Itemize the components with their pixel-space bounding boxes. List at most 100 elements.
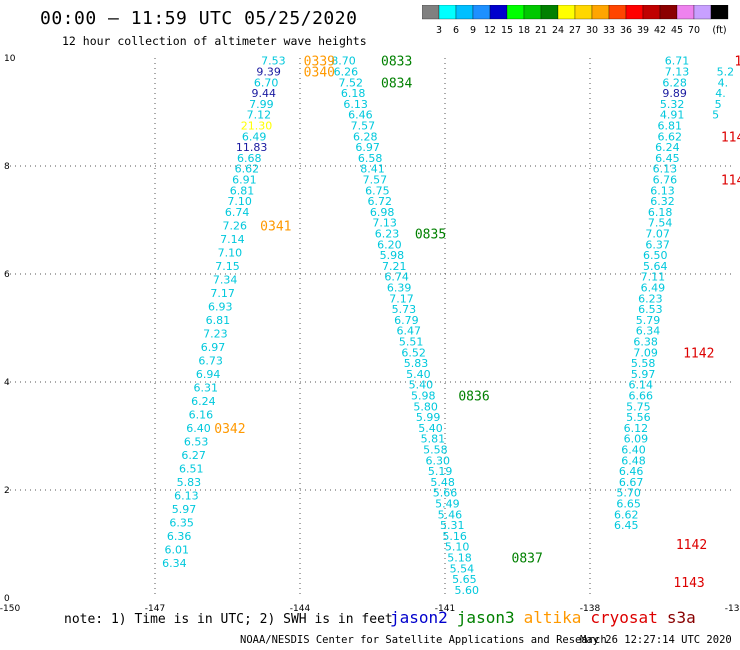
colorbar-level: 15 xyxy=(501,25,513,35)
swh-value-cryosat: 5.75 xyxy=(626,400,651,413)
swh-value-cryosat: 6.71 xyxy=(665,55,690,68)
swh-value-cryosat: 7.13 xyxy=(665,66,690,79)
colorbar-swatch xyxy=(710,5,729,20)
swh-value-cryosat: 6.67 xyxy=(619,476,644,489)
colorbar-level: 30 xyxy=(586,25,598,35)
swh-value-jason3: 5.80 xyxy=(413,400,438,413)
swh-value-jason3: 5.51 xyxy=(399,336,424,349)
time-label: 1142 xyxy=(676,538,707,553)
swh-value-cryosat: 6.62 xyxy=(658,130,683,143)
swh-value-cryosat: 6.18 xyxy=(648,206,673,219)
swh-value-cryosat: 6.09 xyxy=(624,433,649,446)
swh-value-jason3: 6.30 xyxy=(426,454,451,467)
swh-value-jason3: 6.46 xyxy=(348,109,373,122)
swh-value-jason3: 6.75 xyxy=(365,184,390,197)
swh-value-altika: 7.99 xyxy=(249,98,274,111)
swh-value-cryosat: 6.34 xyxy=(636,325,661,338)
swh-value-altika: 6.70 xyxy=(254,76,279,89)
x-tick-label: -138 xyxy=(580,604,601,614)
swh-value-jason3: 5.46 xyxy=(438,508,463,521)
chart-title: 00:00 – 11:59 UTC 05/25/2020 xyxy=(40,8,358,29)
swh-value-cryosat: 4.91 xyxy=(660,109,685,122)
swh-value-altika: 6.24 xyxy=(191,395,216,408)
swh-value-jason3: 5.19 xyxy=(428,465,453,478)
swh-value-altika: 6.94 xyxy=(196,368,221,381)
swh-value-cryosat: 7.09 xyxy=(633,346,658,359)
swh-value-altika: 6.36 xyxy=(167,530,192,543)
y-tick-label: 2 xyxy=(4,486,10,496)
swh-value-cryosat: 6.40 xyxy=(621,444,646,457)
swh-value-altika: 6.93 xyxy=(208,300,233,313)
time-label: 1143 xyxy=(673,576,704,591)
swh-value-edge: 5 xyxy=(715,98,722,111)
swh-value-cryosat: 6.12 xyxy=(624,422,649,435)
swh-value-jason3: 7.13 xyxy=(372,217,397,230)
swh-value-cryosat: 6.48 xyxy=(621,454,646,467)
y-tick-label: 8 xyxy=(4,162,10,172)
swh-value-altika: 7.17 xyxy=(210,287,235,300)
swh-value-edge: 5 xyxy=(712,109,719,122)
swh-value-altika: 21.30 xyxy=(241,120,273,133)
swh-value-jason3: 5.40 xyxy=(418,422,443,435)
swh-value-jason3: 6.39 xyxy=(387,282,412,295)
swh-value-jason3: 7.21 xyxy=(382,260,407,273)
swh-value-jason3: 5.66 xyxy=(433,487,458,500)
colorbar-level: 33 xyxy=(603,25,615,35)
time-label: 114 xyxy=(721,174,740,189)
time-label: 0339 xyxy=(304,55,335,70)
swh-value-jason3: 6.97 xyxy=(355,141,380,154)
colorbar-level: 3 xyxy=(436,25,442,35)
swh-value-altika: 7.23 xyxy=(203,327,228,340)
swh-value-altika: 9.44 xyxy=(252,87,277,100)
swh-value-altika: 6.16 xyxy=(189,408,214,421)
colorbar-level: 18 xyxy=(518,25,530,35)
swh-value-altika: 6.31 xyxy=(194,381,219,394)
x-tick-label: -135 xyxy=(725,604,740,614)
swh-value-cryosat: 6.14 xyxy=(629,379,654,392)
satellite-legend: jason2 jason3 altika cryosat s3a xyxy=(390,608,705,627)
legend-item-s3a: s3a xyxy=(666,608,696,627)
swh-value-jason3: 5.58 xyxy=(423,444,448,457)
swh-value-cryosat: 6.49 xyxy=(641,282,666,295)
swh-value-jason3: 6.52 xyxy=(401,346,426,359)
swh-value-jason3: 5.98 xyxy=(380,249,405,262)
swh-value-jason3: 6.79 xyxy=(394,314,419,327)
colorbar-legend: 3 6 9 12 15 18 21 24 27 30 33 36 39 42 45 70 (ft) xyxy=(422,5,729,35)
swh-value-jason3: 5.49 xyxy=(435,498,460,511)
swh-value-altika: 5.97 xyxy=(172,503,197,516)
swh-value-altika: 5.83 xyxy=(177,476,202,489)
swh-value-jason3: 5.99 xyxy=(416,411,441,424)
legend-item-cryosat: cryosat xyxy=(590,608,658,627)
footer-note: note: 1) Time is in UTC; 2) SWH is in fe… xyxy=(64,612,393,627)
swh-value-edge: 4. xyxy=(715,87,726,100)
swh-value-cryosat: 6.38 xyxy=(633,336,658,349)
swh-value-jason3: 5.18 xyxy=(447,552,472,565)
swh-value-jason3: 6.23 xyxy=(375,228,400,241)
swh-value-cryosat: 6.23 xyxy=(638,292,663,305)
swh-value-jason3: 8.41 xyxy=(360,163,385,176)
swh-value-cryosat: 6.13 xyxy=(653,163,678,176)
x-tick-label: -150 xyxy=(0,604,20,614)
swh-value-cryosat: 6.28 xyxy=(662,76,687,89)
swh-value-cryosat: 6.13 xyxy=(650,184,675,197)
swh-value-altika: 6.35 xyxy=(169,516,194,529)
y-tick-label: 0 xyxy=(4,594,10,604)
swh-value-altika: 7.15 xyxy=(215,260,240,273)
swh-value-jason3: 6.72 xyxy=(368,195,393,208)
colorbar-level: 36 xyxy=(620,25,632,35)
colorbar-level: 6 xyxy=(453,25,459,35)
colorbar-unit: (ft) xyxy=(712,25,726,35)
y-tick-label: 10 xyxy=(4,54,16,64)
swh-value-jason3: 6.20 xyxy=(377,238,402,251)
x-tick-label: -147 xyxy=(145,604,165,614)
swh-value-altika: 7.10 xyxy=(218,246,243,259)
legend-item-jason3: jason3 xyxy=(456,608,515,627)
swh-value-altika: 6.34 xyxy=(162,557,187,570)
swh-value-jason3: 5.81 xyxy=(421,433,446,446)
swh-value-cryosat: 6.45 xyxy=(655,152,680,165)
swh-value-jason3: 5.40 xyxy=(406,368,431,381)
swh-value-altika: 6.27 xyxy=(181,449,206,462)
swh-value-altika: 6.53 xyxy=(184,435,209,448)
swh-value-altika: 6.40 xyxy=(186,422,211,435)
